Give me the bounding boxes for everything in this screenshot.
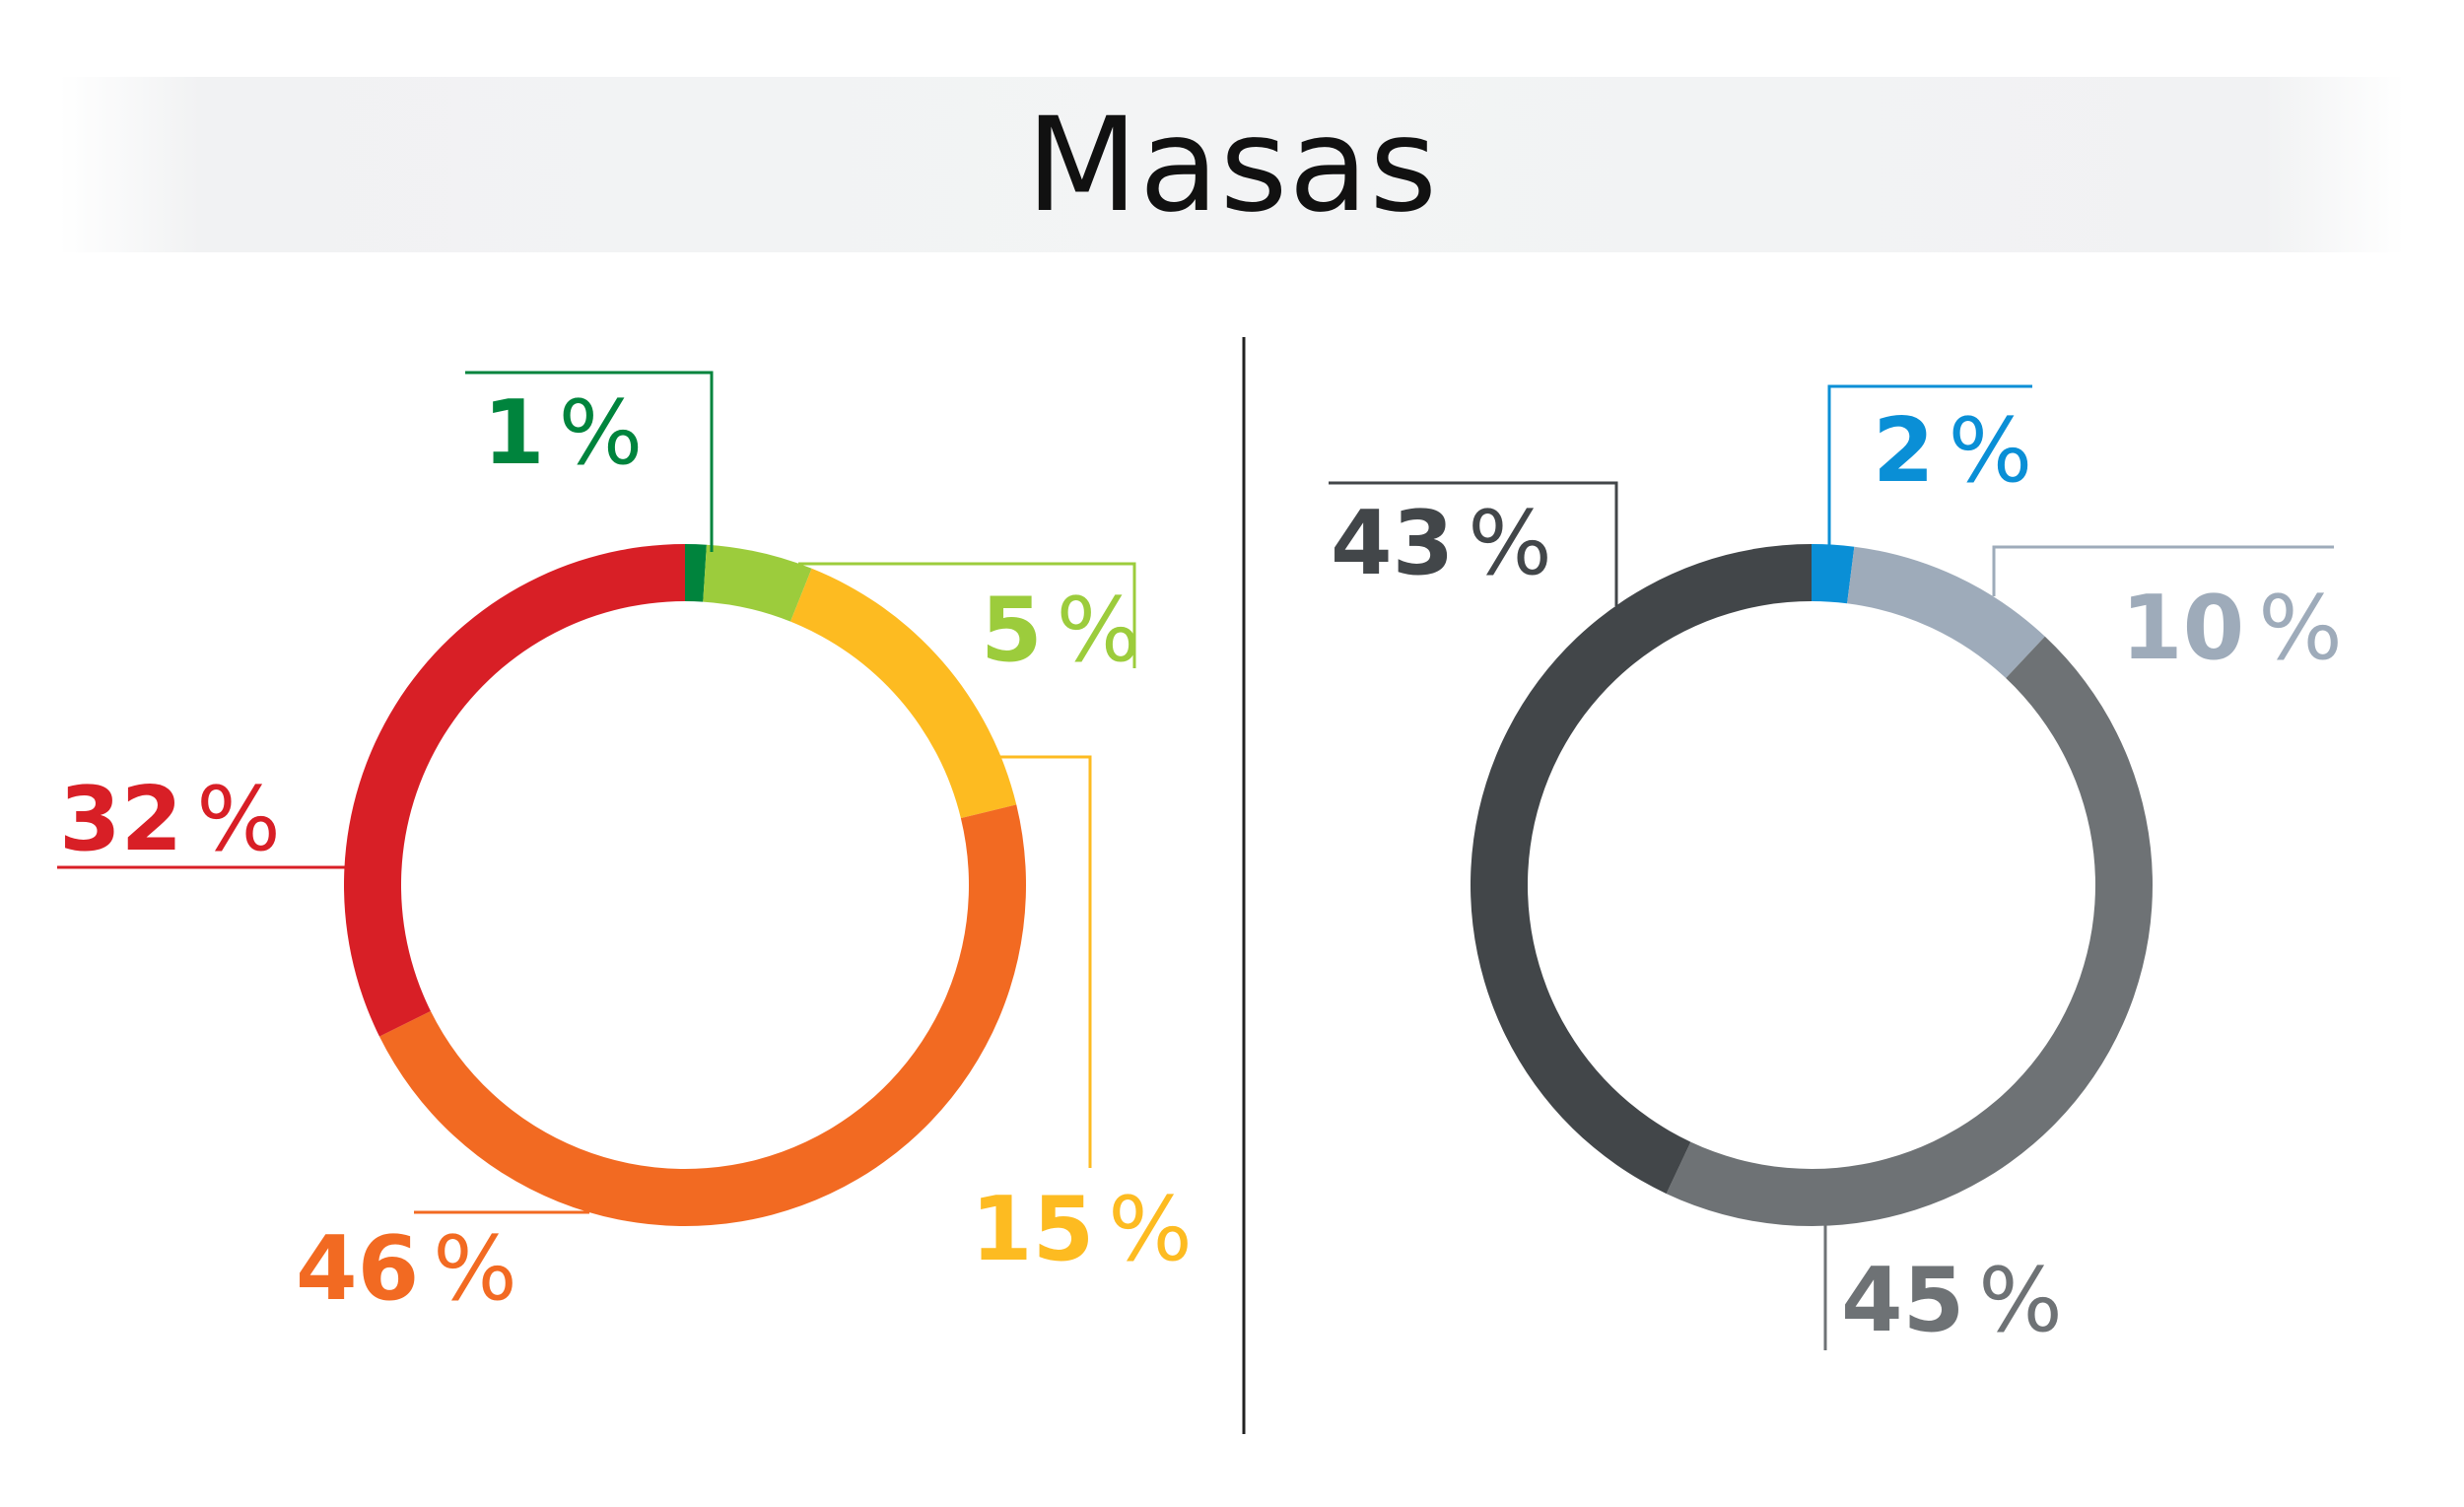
- donut-0-data-label-1-suffix: %: [1057, 579, 1141, 682]
- donut-0-data-label-0: 1%: [483, 381, 643, 485]
- donut-1-slice-3: [1470, 544, 1812, 1195]
- donut-1-leader-line-0: [1827, 384, 2032, 547]
- donut-1-slice-2: [1666, 636, 2153, 1226]
- donut-0-data-label-1-value: 5: [981, 579, 1043, 682]
- donut-1-data-label-0-suffix: %: [1949, 399, 2033, 503]
- donut-0-data-label-1: 5%: [981, 579, 1140, 682]
- donut-1-leader-line-1: [1992, 545, 2334, 596]
- donut-1-data-label-3-suffix: %: [1468, 492, 1552, 595]
- donut-1-data-label-0-value: 2: [1873, 399, 1935, 503]
- donut-0-data-label-2-suffix: %: [1108, 1178, 1193, 1281]
- donut-0-data-label-4: 32%: [59, 768, 281, 871]
- donut-0-data-label-3: 46%: [296, 1217, 517, 1321]
- donut-1-data-label-1-value: 10: [2121, 577, 2244, 680]
- donut-1-data-label-0: 2%: [1873, 399, 2032, 503]
- donut-0-slice-1: [703, 544, 812, 622]
- donut-1-data-label-1: 10%: [2121, 577, 2343, 680]
- donut-1-data-label-2-suffix: %: [1978, 1249, 2063, 1352]
- donut-1-slice-1: [1847, 546, 2045, 679]
- donut-0-slice-2: [790, 568, 1017, 819]
- donut-chart-right: 2 %10 %45 %43%: [1329, 384, 2343, 1352]
- donut-1-data-label-2: 45%: [1841, 1249, 2063, 1352]
- donut-0-data-label-0-suffix: %: [559, 381, 644, 485]
- donut-0-slice-4: [344, 544, 685, 1037]
- donut-chart-left: 1 %5 %15 %46 %32%: [57, 371, 1193, 1321]
- donut-1-slice-0: [1812, 544, 1855, 604]
- donut-1-data-label-1-suffix: %: [2258, 577, 2343, 680]
- donut-0-leader-line-1: [798, 562, 1136, 668]
- donut-1-data-label-3-value: 43: [1331, 492, 1454, 595]
- donut-0-data-label-4-value: 32: [59, 768, 182, 871]
- chart-title: Masas: [1025, 90, 1439, 241]
- donut-0-data-label-4-suffix: %: [196, 768, 281, 871]
- donut-1-data-label-2-value: 45: [1841, 1249, 1964, 1352]
- donut-0-data-label-3-value: 46: [296, 1217, 419, 1321]
- donut-1-leader-line-3: [1329, 481, 1618, 606]
- donut-0-data-label-2-value: 15: [971, 1178, 1094, 1281]
- title-band: [59, 77, 2405, 252]
- donut-0-leader-line-0: [465, 371, 714, 552]
- donut-1-data-label-3: 43%: [1331, 492, 1552, 595]
- donut-0-leader-line-2: [993, 755, 1092, 1168]
- donut-0-data-label-2: 15%: [971, 1178, 1193, 1281]
- donut-0-data-label-3-suffix: %: [433, 1217, 517, 1321]
- donut-0-slice-3: [378, 804, 1026, 1226]
- donut-0-data-label-0-value: 1: [483, 381, 545, 485]
- donut-0-slice-0: [685, 544, 707, 602]
